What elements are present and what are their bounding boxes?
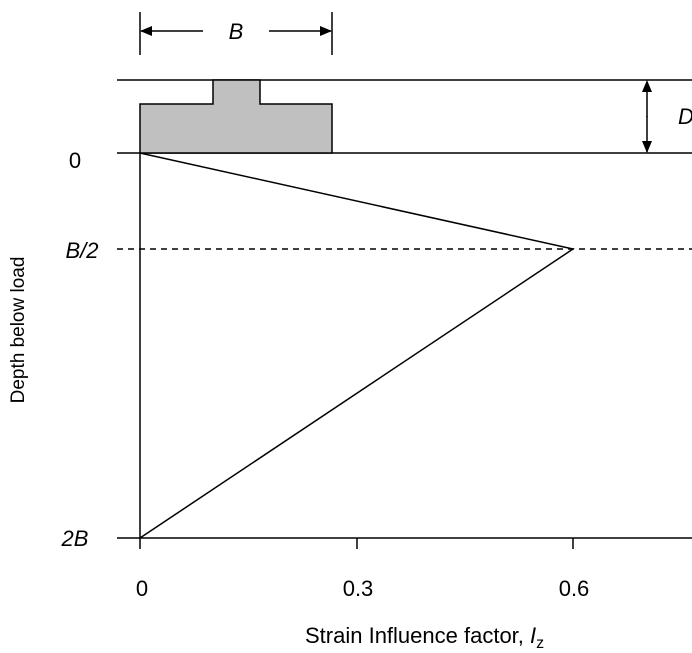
y-tick-label-zero: 0 — [69, 148, 81, 173]
strain-influence-line — [139, 152, 575, 539]
x-axis-title-symbol: I — [530, 623, 536, 648]
y-tick-label-two-width: 2B — [61, 526, 89, 551]
x-axis-title: Strain Influence factor, Iz — [305, 623, 544, 652]
y-tick-label-half-width: B/2 — [65, 238, 98, 263]
x-axis-title-text: Strain Influence factor, — [305, 623, 530, 648]
x-tick-label: 0.6 — [559, 576, 590, 601]
x-tick-label: 0.3 — [343, 576, 374, 601]
x-tick-label: 0 — [136, 576, 148, 601]
width-label: B — [229, 19, 244, 44]
y-axis-title: Depth below load — [8, 257, 29, 404]
x-axis-title-subscript: z — [536, 635, 544, 652]
embedment-label: D — [678, 104, 692, 129]
footing-shape — [139, 79, 333, 154]
